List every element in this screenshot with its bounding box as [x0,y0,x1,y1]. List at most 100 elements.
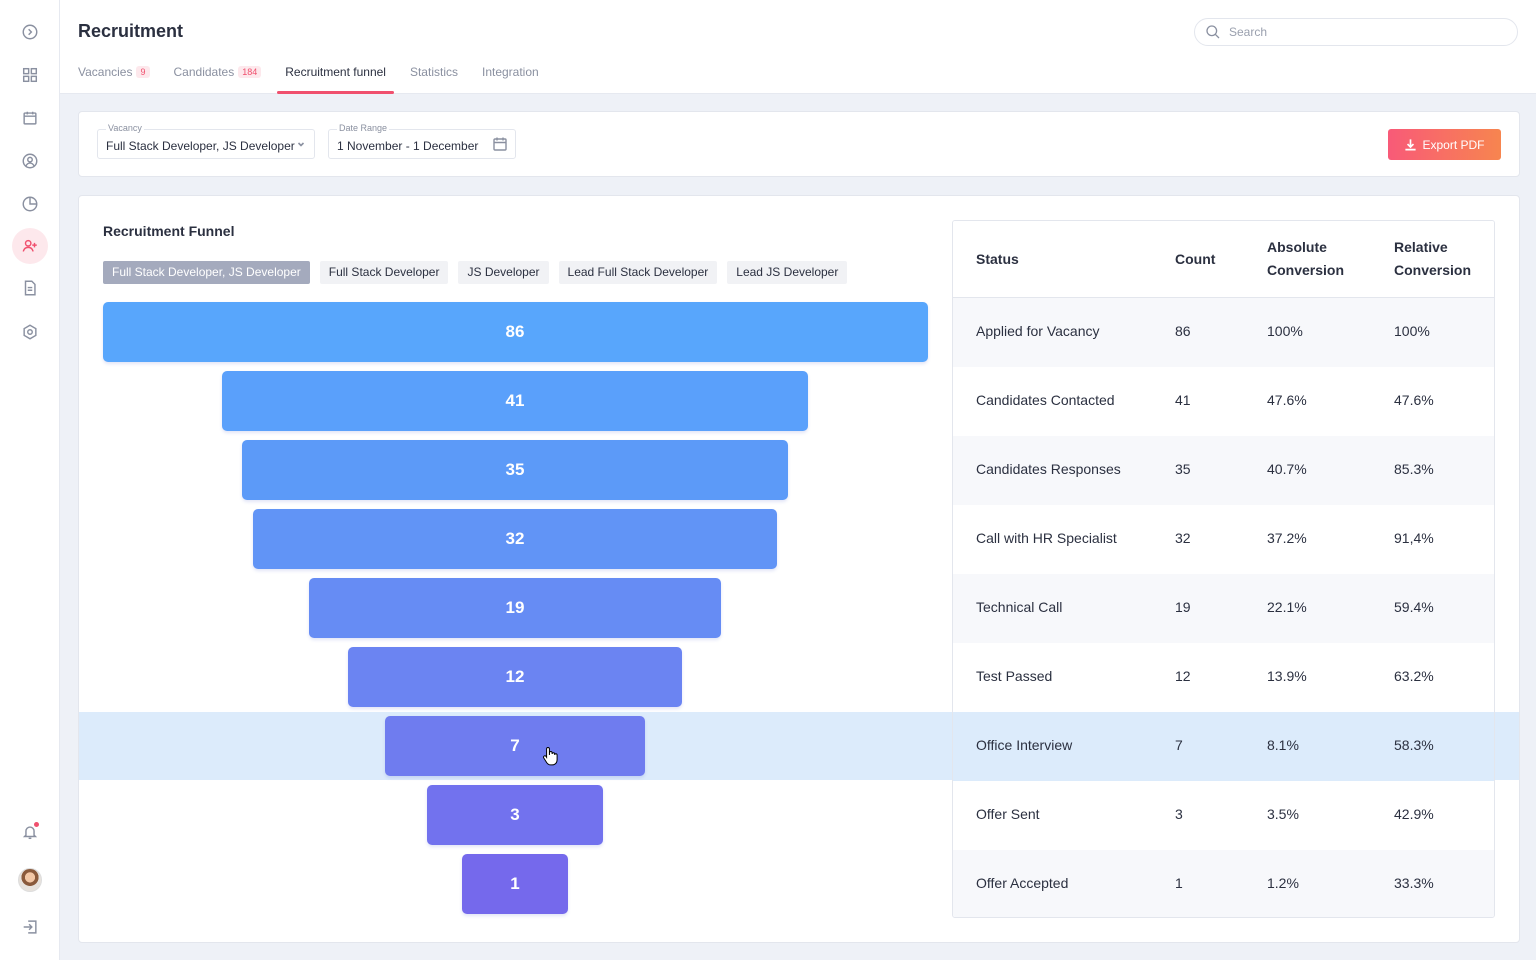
tab-candidates[interactable]: Candidates 184 [174,62,262,94]
cell-absolute: 1.2% [1267,875,1299,891]
funnel-bar-value: 35 [505,460,525,479]
funnel-bar-value: 19 [505,598,525,617]
sidebar-item-dashboard[interactable] [12,57,48,93]
table-row[interactable]: Candidates Responses 35 40.7% 85.3% [953,436,1494,505]
tab-label: Candidates [173,65,235,79]
vacancy-chip[interactable]: Lead Full Stack Developer [558,261,718,284]
search-input[interactable] [1229,25,1499,39]
tab-label: Recruitment funnel [285,65,386,79]
export-pdf-label: Export PDF [1422,137,1485,152]
funnel-bar-candidates-contacted[interactable]: 41 [221,371,809,431]
table-row[interactable]: Test Passed 12 13.9% 63.2% [953,643,1494,712]
vacancy-select[interactable]: Vacancy Full Stack Developer, JS Develop… [97,123,315,159]
avatar[interactable] [18,868,42,892]
sidebar-item-reports[interactable] [12,186,48,222]
download-icon [1405,139,1417,151]
cell-status: Technical Call [976,599,1063,615]
funnel-bar-candidates-responses[interactable]: 35 [242,440,788,500]
vacancy-chip[interactable]: Full Stack Developer, JS Developer [103,261,310,284]
search-box[interactable] [1194,18,1518,46]
table-row[interactable]: Call with HR Specialist 32 37.2% 91,4% [953,505,1494,574]
funnel-bar-value: 86 [505,322,525,341]
tab-integration[interactable]: Integration [482,62,539,94]
cell-absolute: 37.2% [1267,530,1307,546]
funnel-bar-offer-sent[interactable]: 3 [426,785,604,845]
notifications-button[interactable] [12,814,48,850]
table-row[interactable]: Technical Call 19 22.1% 59.4% [953,574,1494,643]
table-row[interactable]: Office Interview 7 8.1% 58.3% [953,712,1494,781]
hand-cursor-icon [543,746,558,766]
cell-count: 12 [1175,668,1191,684]
funnel-title: Recruitment Funnel [103,223,235,239]
sidebar-item-documents[interactable] [12,270,48,306]
conversion-table: Status Count Absolute Conversion Relativ… [952,220,1495,918]
chevron-right-circle-icon [22,24,38,40]
cell-relative: 59.4% [1394,599,1434,615]
funnel-bar-value: 1 [510,874,520,893]
table-row[interactable]: Offer Sent 3 3.5% 42.9% [953,781,1494,850]
funnel-bar-value: 41 [505,391,525,410]
table-row[interactable]: Candidates Contacted 41 47.6% 47.6% [953,367,1494,436]
funnel-bar-applied-for-vacancy[interactable]: 86 [102,302,928,362]
funnel-bar-call-with-hr-specialist[interactable]: 32 [253,509,777,569]
table-row[interactable]: Offer Accepted 1 1.2% 33.3% [953,850,1494,917]
tab-count-badge: 184 [238,66,262,78]
dashboard-icon [22,67,38,83]
tab-vacancies[interactable]: Vacancies 9 [78,62,150,94]
cell-status: Offer Sent [976,806,1040,822]
vacancy-chip[interactable]: JS Developer [458,261,549,284]
vacancy-chip[interactable]: Full Stack Developer [319,261,449,284]
cell-count: 7 [1175,737,1183,753]
funnel-bar-test-passed[interactable]: 12 [348,647,682,707]
funnel-bar-office-interview[interactable]: 7 [384,716,646,776]
cell-status: Office Interview [976,737,1073,753]
cell-count: 19 [1175,599,1191,615]
cell-absolute: 22.1% [1267,599,1307,615]
tab-count-badge: 9 [136,66,150,78]
expand-sidebar-button[interactable] [12,14,48,50]
header-absolute-conversion: Absolute Conversion [1267,236,1344,282]
date-range-picker[interactable]: Date Range 1 November - 1 December [328,123,516,159]
cell-status: Applied for Vacancy [976,323,1100,339]
cell-status: Test Passed [976,668,1053,684]
logout-icon [23,920,37,934]
cell-relative: 91,4% [1394,530,1434,546]
cell-absolute: 100% [1267,323,1303,339]
calendar-icon [23,111,37,125]
funnel-bar-technical-call[interactable]: 19 [309,578,721,638]
vacancy-filter-chips: Full Stack Developer, JS Developer Full S… [103,261,857,284]
sidebar-item-profile[interactable] [12,143,48,179]
cell-relative: 85.3% [1394,461,1434,477]
cell-relative: 63.2% [1394,668,1434,684]
header-absolute-line2: Conversion [1267,262,1345,278]
page-title: Recruitment [78,21,184,41]
table-row[interactable]: Applied for Vacancy 86 100% 100% [953,298,1494,367]
cell-count: 1 [1175,875,1183,891]
notification-dot [34,822,39,827]
vacancy-chip[interactable]: Lead JS Developer [727,261,848,284]
cell-count: 41 [1175,392,1191,408]
funnel-bar-offer-accepted[interactable]: 1 [461,854,569,914]
cell-relative: 42.9% [1394,806,1434,822]
settings-icon [23,324,37,340]
tab-recruitment-funnel[interactable]: Recruitment funnel [277,62,394,94]
export-pdf-button[interactable]: Export PDF [1388,129,1501,160]
vacancy-value: Full Stack Developer, JS Developer [106,139,295,153]
sidebar-item-recruitment[interactable] [12,228,48,264]
sidebar-item-settings[interactable] [12,314,48,350]
funnel-card: Recruitment Funnel Full Stack Developer,… [78,195,1520,943]
cell-absolute: 40.7% [1267,461,1307,477]
header-absolute-line1: Absolute [1267,239,1327,255]
cell-status: Call with HR Specialist [976,530,1117,546]
bell-icon [22,826,38,840]
funnel-bar-value: 3 [510,805,520,824]
cell-count: 3 [1175,806,1183,822]
logout-button[interactable] [12,909,48,945]
cell-absolute: 47.6% [1267,392,1307,408]
header-relative-line2: Conversion [1394,262,1472,278]
cell-count: 32 [1175,530,1191,546]
cell-absolute: 3.5% [1267,806,1299,822]
tab-statistics[interactable]: Statistics [410,62,458,94]
sidebar-item-calendar[interactable] [12,100,48,136]
tab-bar: Vacancies 9 Candidates 184 Recruitment funne… [78,62,563,94]
